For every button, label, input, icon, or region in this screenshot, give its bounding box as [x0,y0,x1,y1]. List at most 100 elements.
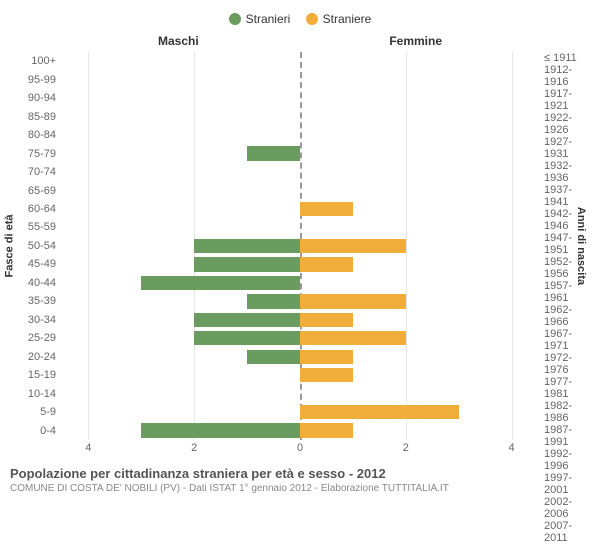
x-tick: 2 [403,442,409,454]
legend-item-male: Stranieri [229,12,291,26]
bar-row [62,366,300,384]
bar-row [300,107,538,125]
y-tick-age: 45-49 [8,255,62,273]
bar-row [62,403,300,421]
bar-row [62,163,300,181]
bar-row [62,292,300,310]
bar-row [300,384,538,402]
bar-row [62,421,300,439]
x-tick: 4 [85,442,91,454]
bar-female [300,405,459,419]
y-tick-birth: 1927-1931 [538,136,592,160]
bar-row [300,200,538,218]
y-tick-age: 15-19 [8,366,62,384]
bar-row [300,366,538,384]
y-tick-age: 100+ [8,52,62,70]
y-tick-birth: 1982-1986 [538,400,592,424]
bar-row [300,218,538,236]
y-tick-age: 50-54 [8,237,62,255]
legend: Stranieri Straniere [8,8,592,34]
bar-row [300,274,538,292]
bar-row [62,89,300,107]
y-tick-age: 60-64 [8,200,62,218]
bar-row [300,237,538,255]
bar-row [62,52,300,70]
y-tick-birth: 1932-1936 [538,160,592,184]
bar-row [62,181,300,199]
bar-row [62,70,300,88]
header-female: Femmine [389,34,442,48]
bar-row [300,89,538,107]
bar-row [62,348,300,366]
bar-female [300,423,353,437]
x-axis: 0 2 2 4 4 [62,440,538,460]
y-tick-age: 0-4 [8,421,62,439]
plot-area: Fasce di età Anni di nascita 100+95-9990… [8,52,592,440]
y-tick-age: 85-89 [8,107,62,125]
bar-female [300,239,406,253]
bar-row [62,384,300,402]
y-tick-age: 90-94 [8,89,62,107]
bar-row [62,255,300,273]
legend-label-male: Stranieri [246,12,291,26]
bar-female [300,331,406,345]
y-tick-age: 95-99 [8,70,62,88]
y-tick-age: 65-69 [8,181,62,199]
bar-female [300,368,353,382]
y-tick-age: 5-9 [8,403,62,421]
y-tick-birth: 1942-1946 [538,208,592,232]
bar-row [300,163,538,181]
bar-row [62,126,300,144]
bar-row [300,311,538,329]
x-tick: 4 [508,442,514,454]
bar-male [194,257,300,271]
header-male: Maschi [158,34,199,48]
y-tick-birth: 1947-1951 [538,232,592,256]
y-tick-birth: 1917-1921 [538,88,592,112]
y-tick-birth: 1967-1971 [538,328,592,352]
y-tick-birth: 1972-1976 [538,352,592,376]
legend-item-female: Straniere [306,12,372,26]
x-tick: 2 [191,442,197,454]
bar-row [300,255,538,273]
bar-row [300,421,538,439]
bar-row [62,329,300,347]
y-tick-age: 80-84 [8,126,62,144]
y-tick-age: 55-59 [8,218,62,236]
y-tick-birth: 1992-1996 [538,448,592,472]
column-headers: Maschi Femmine [8,34,592,52]
legend-label-female: Straniere [323,12,372,26]
x-tick: 0 [297,442,303,454]
bar-row [62,311,300,329]
bar-row [300,52,538,70]
bars-area [62,52,538,440]
bars-male [62,52,300,440]
bar-row [300,70,538,88]
bar-row [300,329,538,347]
bar-male [194,331,300,345]
bar-row [62,200,300,218]
y-tick-birth: ≤ 1911 [538,52,592,64]
y-tick-birth: 1957-1961 [538,280,592,304]
bar-female [300,257,353,271]
bar-female [300,350,353,364]
y-tick-birth: 1987-1991 [538,424,592,448]
y-tick-birth: 1962-1966 [538,304,592,328]
bar-male [247,294,300,308]
bar-male [141,423,300,437]
bar-row [62,274,300,292]
bar-row [300,348,538,366]
legend-swatch-male [229,13,241,25]
chart-footer: Popolazione per cittadinanza straniera p… [8,460,592,494]
bar-male [247,146,300,160]
bar-male [194,239,300,253]
y-tick-birth: 1922-1926 [538,112,592,136]
bar-row [300,403,538,421]
bar-female [300,202,353,216]
bars-female [300,52,538,440]
y-tick-birth: 1952-1956 [538,256,592,280]
bar-row [300,144,538,162]
bar-female [300,294,406,308]
bar-row [62,218,300,236]
bar-female [300,313,353,327]
